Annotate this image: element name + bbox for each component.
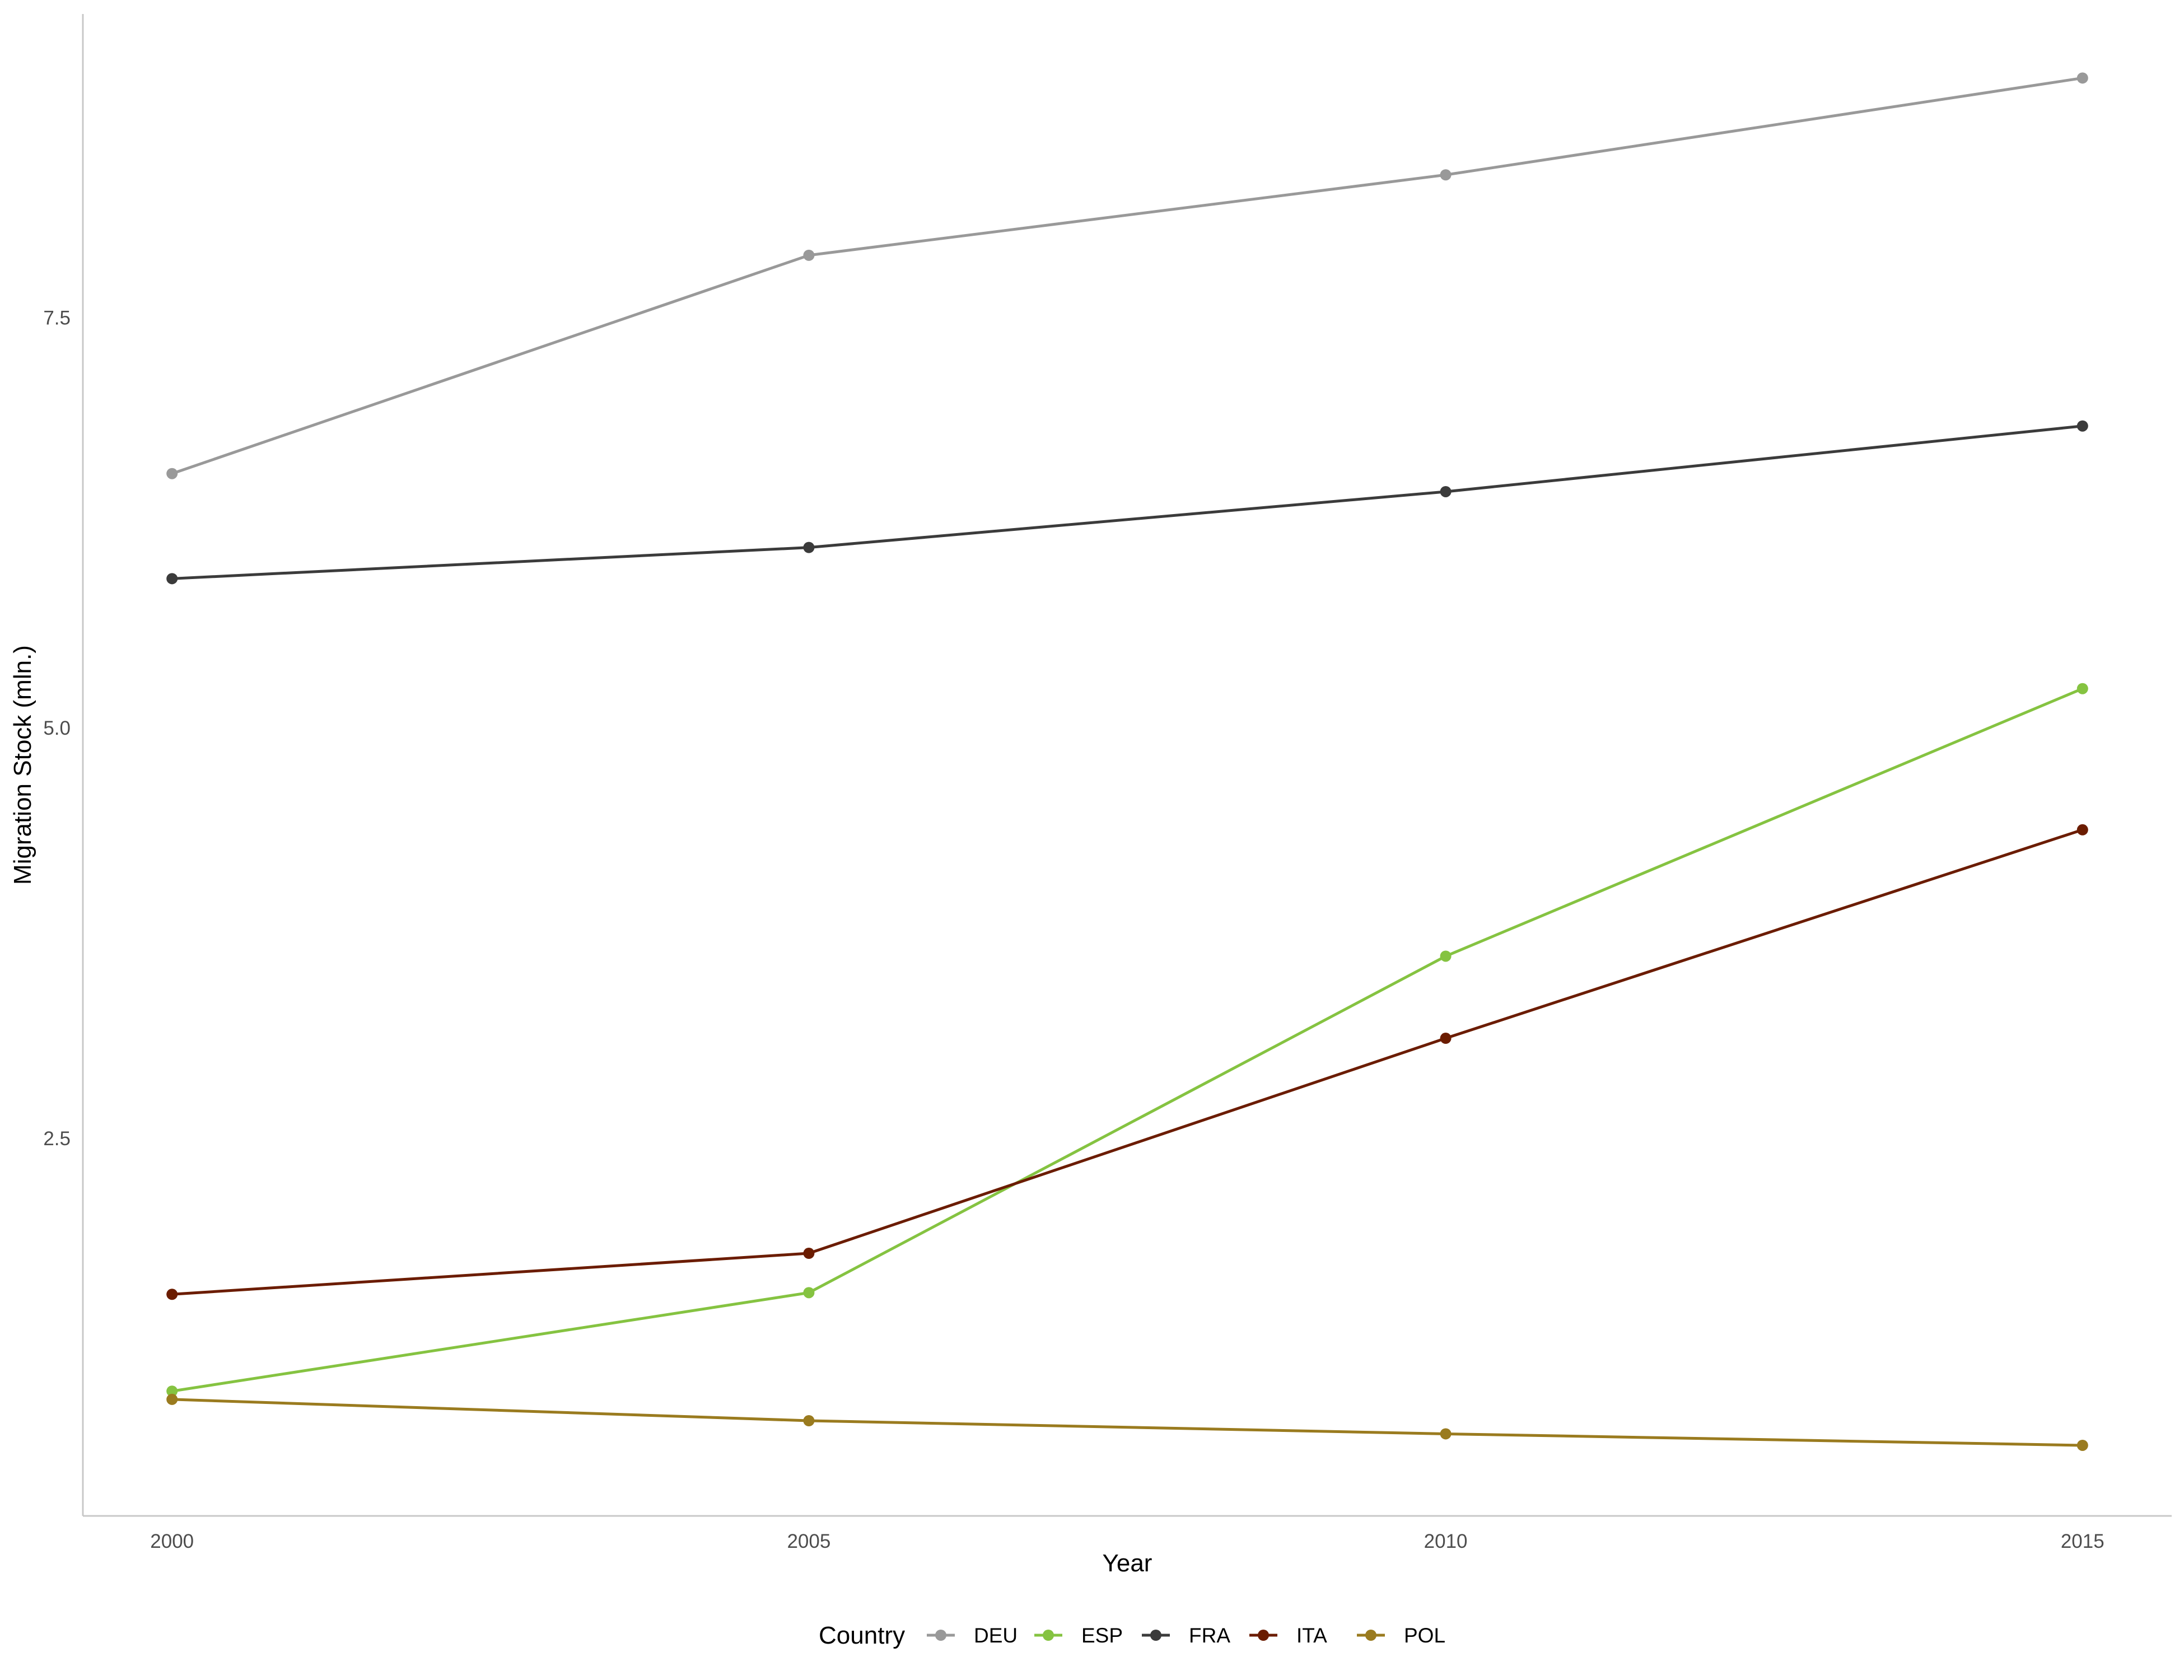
- legend-key-point: [1150, 1630, 1161, 1641]
- legend-item-deu: DEU: [927, 1624, 1018, 1647]
- data-point-esp: [803, 1287, 815, 1299]
- data-point-pol: [2076, 1439, 2088, 1451]
- series-line-fra: [170, 424, 2084, 580]
- data-point-ita: [2076, 824, 2088, 836]
- y-tick-label: 5.0: [43, 717, 71, 739]
- data-point-fra: [166, 573, 178, 585]
- legend-key-point: [1043, 1630, 1054, 1641]
- data-point-pol: [803, 1415, 815, 1426]
- legend-item-esp: ESP: [1034, 1624, 1123, 1647]
- legend-key-point: [935, 1630, 946, 1641]
- y-tick-label: 2.5: [43, 1128, 71, 1150]
- y-tick-label: 7.5: [43, 307, 71, 329]
- data-point-esp: [166, 1385, 178, 1397]
- data-point-ita: [1440, 1033, 1452, 1044]
- data-point-fra: [2076, 420, 2088, 432]
- data-point-ita: [803, 1248, 815, 1259]
- data-point-ita: [166, 1289, 178, 1300]
- series-deu: [166, 72, 2088, 479]
- legend-item-pol: POL: [1357, 1624, 1445, 1647]
- data-point-fra: [1440, 486, 1452, 497]
- legend-item-ita: ITA: [1249, 1624, 1327, 1647]
- y-axis-title: Migration Stock (mln.): [9, 645, 36, 885]
- series-layer: [166, 72, 2088, 1451]
- data-point-esp: [1440, 950, 1452, 962]
- series-ita: [166, 824, 2088, 1300]
- legend-label: ITA: [1296, 1624, 1327, 1647]
- data-point-deu: [1440, 169, 1452, 181]
- x-tick-labels: 2000 2005 2010 2015: [150, 1530, 2104, 1552]
- legend-key-point: [1258, 1630, 1269, 1641]
- x-tick-label: 2010: [1424, 1530, 1468, 1552]
- legend: Country DEU ESP FRA ITA POL: [819, 1622, 1445, 1649]
- x-tick-label: 2005: [787, 1530, 830, 1552]
- series-line-esp: [170, 687, 2084, 1393]
- legend-title: Country: [819, 1622, 905, 1649]
- data-point-esp: [2076, 683, 2088, 694]
- series-line-pol: [170, 1398, 2084, 1447]
- series-line-deu: [170, 76, 2084, 475]
- data-point-deu: [2076, 72, 2088, 84]
- data-point-pol: [1440, 1428, 1452, 1440]
- y-tick-labels: 2.5 5.0 7.5: [43, 307, 71, 1150]
- series-line-ita: [170, 828, 2084, 1296]
- legend-item-fra: FRA: [1142, 1624, 1230, 1647]
- legend-key-point: [1365, 1630, 1376, 1641]
- x-axis-title: Year: [1103, 1550, 1152, 1577]
- series-fra: [166, 420, 2088, 585]
- axes: [82, 14, 2172, 1517]
- data-point-pol: [166, 1393, 178, 1405]
- legend-label: FRA: [1189, 1624, 1230, 1647]
- legend-label: ESP: [1081, 1624, 1123, 1647]
- series-pol: [166, 1393, 2088, 1451]
- data-point-deu: [166, 468, 178, 479]
- legend-label: POL: [1404, 1624, 1445, 1647]
- legend-items: DEU ESP FRA ITA POL: [927, 1624, 1445, 1647]
- x-tick-label: 2015: [2061, 1530, 2104, 1552]
- data-point-fra: [803, 542, 815, 553]
- series-esp: [166, 683, 2088, 1397]
- data-point-deu: [803, 249, 815, 261]
- x-tick-label: 2000: [150, 1530, 194, 1552]
- legend-label: DEU: [974, 1624, 1018, 1647]
